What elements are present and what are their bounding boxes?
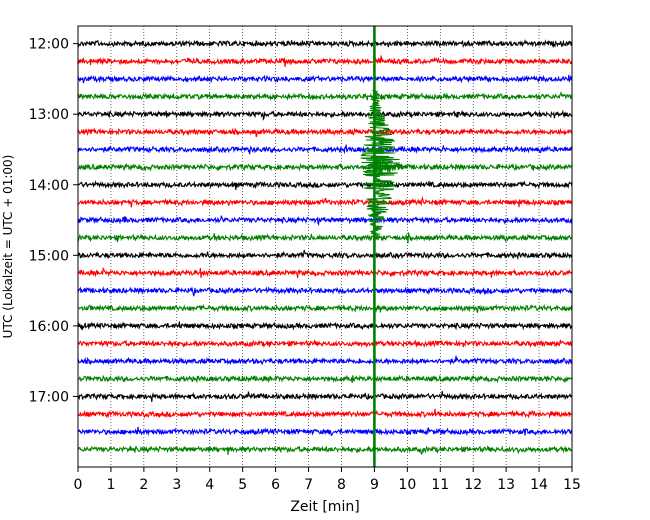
y-tick-label: 16:00 xyxy=(29,319,69,335)
x-tick-label: 13 xyxy=(497,477,515,493)
x-tick-label: 15 xyxy=(563,477,581,493)
trace-line xyxy=(77,232,573,244)
x-tick-label: 0 xyxy=(74,477,83,493)
trace-line xyxy=(77,303,573,313)
x-tick-label: 6 xyxy=(271,477,280,493)
x-tick-label: 3 xyxy=(172,477,181,493)
event-coda xyxy=(360,87,400,239)
x-axis-label: Zeit [min] xyxy=(290,499,359,515)
x-tick-label: 10 xyxy=(398,477,416,493)
x-ticks: 0 1 2 3 4 5 6 7 8 9 10 11 12 13 14 15 xyxy=(74,467,581,493)
x-tick-label: 5 xyxy=(238,477,247,493)
x-tick-label: 1 xyxy=(106,477,115,493)
trace-line xyxy=(77,266,573,279)
x-tick-label: 14 xyxy=(530,477,548,493)
y-tick-label: 12:00 xyxy=(29,37,69,53)
trace-line xyxy=(77,249,573,261)
traces-group xyxy=(77,38,573,456)
x-tick-label: 9 xyxy=(370,477,379,493)
trace-line xyxy=(77,54,573,67)
y-tick-label: 14:00 xyxy=(29,178,69,194)
trace-line xyxy=(77,355,573,366)
y-tick-label: 15:00 xyxy=(29,248,69,264)
trace-line xyxy=(77,162,573,172)
trace-line xyxy=(77,215,573,227)
trace-line xyxy=(77,195,573,208)
x-tick-label: 12 xyxy=(464,477,482,493)
trace-line xyxy=(77,144,573,155)
trace-line xyxy=(77,180,573,190)
trace-line xyxy=(77,127,573,138)
plot-frame xyxy=(77,25,573,468)
trace-line xyxy=(78,426,573,437)
trace-line xyxy=(77,74,573,84)
x-tick-label: 4 xyxy=(205,477,214,493)
trace-line xyxy=(77,444,573,456)
trace-line xyxy=(77,285,573,297)
y-tick-label: 17:00 xyxy=(29,389,69,405)
event-burst xyxy=(373,156,407,177)
trace-line xyxy=(77,408,573,419)
trace-line xyxy=(77,109,573,121)
y-tick-label: 13:00 xyxy=(29,107,69,123)
event-group xyxy=(360,26,407,467)
trace-line xyxy=(77,321,573,331)
trace-line xyxy=(77,38,573,49)
x-tick-label: 2 xyxy=(139,477,148,493)
trace-line xyxy=(77,374,573,384)
y-axis-label: UTC (Lokalzeit = UTC + 01:00) xyxy=(1,155,15,339)
x-tick-label: 11 xyxy=(431,477,449,493)
trace-line xyxy=(77,90,573,102)
y-ticks: 12:00 13:00 14:00 15:00 16:00 17:00 xyxy=(29,37,78,405)
x-tick-label: 8 xyxy=(337,477,346,493)
trace-line xyxy=(77,391,573,402)
trace-line xyxy=(77,338,573,349)
x-tick-label: 7 xyxy=(304,477,313,493)
